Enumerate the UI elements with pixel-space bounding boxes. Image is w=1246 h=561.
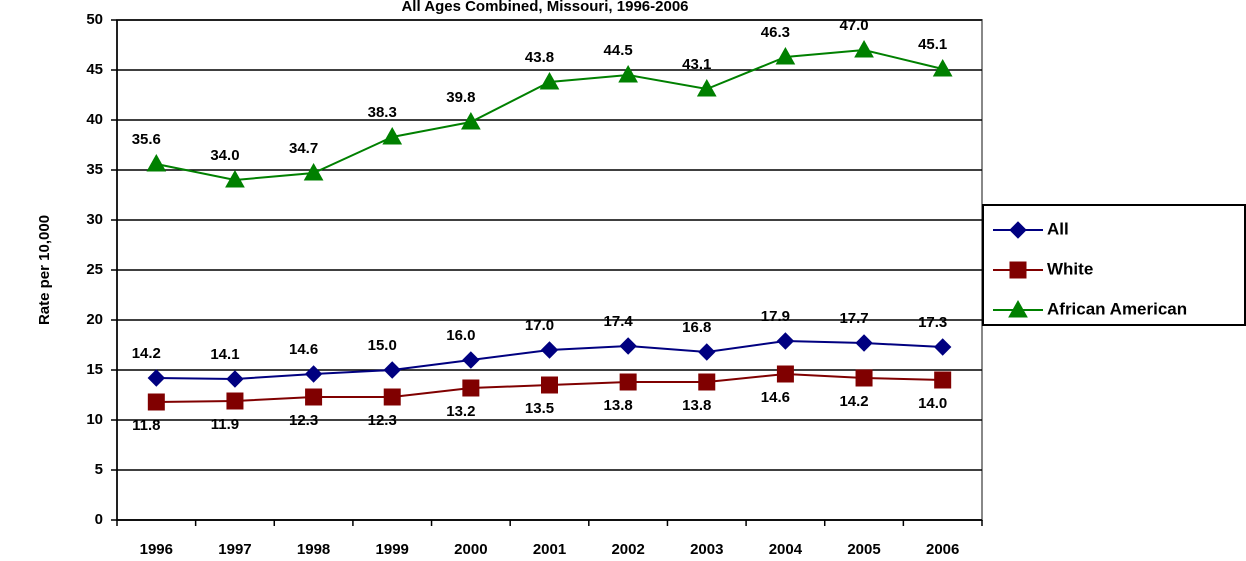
data-label: 16.0 <box>446 327 475 344</box>
x-tick-label: 2000 <box>454 541 487 558</box>
marker <box>382 126 403 145</box>
marker <box>933 338 952 356</box>
chart-title: All Ages Combined, Missouri, 1996-2006 <box>401 0 688 15</box>
data-label: 14.2 <box>132 345 161 362</box>
marker <box>855 369 873 387</box>
data-label: 13.8 <box>604 397 633 414</box>
marker <box>1008 299 1028 318</box>
marker <box>539 71 560 90</box>
marker <box>303 162 324 181</box>
marker <box>776 332 795 350</box>
data-label: 14.1 <box>210 346 239 363</box>
marker <box>696 78 717 97</box>
y-tick-label: 0 <box>95 511 103 528</box>
y-tick-label: 35 <box>86 161 103 178</box>
marker <box>698 343 716 361</box>
data-label: 13.2 <box>446 403 475 420</box>
x-tick-label: 1998 <box>297 541 330 558</box>
data-label: 17.7 <box>839 310 868 327</box>
data-label: 17.0 <box>525 317 554 334</box>
y-tick-label: 10 <box>86 411 103 428</box>
data-label: 43.1 <box>682 56 711 73</box>
marker <box>1009 261 1027 279</box>
data-label: 16.8 <box>682 319 711 336</box>
marker <box>855 334 873 352</box>
legend-label: African American <box>1047 299 1187 318</box>
x-tick-label: 1999 <box>376 541 409 558</box>
y-tick-label: 15 <box>86 361 103 378</box>
data-label: 12.3 <box>368 412 397 429</box>
data-label: 38.3 <box>368 104 397 121</box>
data-label: 14.6 <box>761 389 790 406</box>
marker <box>619 337 637 355</box>
marker <box>932 58 953 77</box>
marker <box>226 392 244 410</box>
data-label: 34.0 <box>210 147 239 164</box>
legend <box>982 204 1246 326</box>
marker <box>934 371 952 389</box>
marker <box>225 169 245 188</box>
data-label: 45.1 <box>918 36 947 53</box>
data-label: 34.7 <box>289 140 318 157</box>
data-label: 46.3 <box>761 24 790 41</box>
marker <box>147 393 165 411</box>
data-label: 13.5 <box>525 400 554 417</box>
data-label: 35.6 <box>132 131 161 148</box>
x-tick-label: 2002 <box>611 541 644 558</box>
marker <box>383 361 401 379</box>
y-tick-label: 30 <box>86 211 103 228</box>
data-label: 17.3 <box>918 314 947 331</box>
data-label: 14.2 <box>839 393 868 410</box>
data-label: 17.9 <box>761 308 790 325</box>
marker <box>854 39 874 58</box>
y-axis-label: Rate per 10,000 <box>36 215 53 325</box>
x-tick-label: 2001 <box>533 541 566 558</box>
marker <box>619 373 637 391</box>
data-label: 14.6 <box>289 341 318 358</box>
x-tick-label: 2005 <box>847 541 880 558</box>
marker <box>462 379 480 397</box>
marker <box>383 388 401 406</box>
marker <box>541 376 558 394</box>
marker <box>618 64 638 83</box>
marker <box>304 365 323 383</box>
marker <box>775 46 796 65</box>
data-label: 43.8 <box>525 49 554 66</box>
data-label: 15.0 <box>368 337 397 354</box>
data-label: 12.3 <box>289 412 318 429</box>
data-label: 47.0 <box>839 17 868 34</box>
y-tick-label: 40 <box>86 111 103 128</box>
data-label: 13.8 <box>682 397 711 414</box>
data-label: 11.8 <box>132 417 160 434</box>
x-tick-label: 2003 <box>690 541 723 558</box>
marker <box>147 369 166 387</box>
legend-label: All <box>1047 219 1069 238</box>
marker <box>776 365 794 383</box>
x-tick-label: 2004 <box>769 541 803 558</box>
data-label: 39.8 <box>446 89 475 106</box>
marker <box>461 111 481 130</box>
data-label: 14.0 <box>918 395 947 412</box>
data-label: 44.5 <box>604 42 633 59</box>
marker <box>540 341 559 359</box>
marker <box>462 351 480 369</box>
x-tick-label: 1996 <box>140 541 173 558</box>
marker <box>1009 221 1027 239</box>
y-tick-label: 5 <box>95 461 103 478</box>
y-tick-label: 25 <box>86 261 103 278</box>
data-label: 17.4 <box>604 313 634 330</box>
legend-label: White <box>1047 259 1093 278</box>
x-tick-label: 2006 <box>926 541 959 558</box>
x-tick-label: 1997 <box>218 541 251 558</box>
marker <box>226 370 244 388</box>
y-tick-label: 50 <box>86 11 103 28</box>
marker <box>698 373 716 391</box>
marker <box>146 153 167 172</box>
marker <box>305 388 323 406</box>
y-tick-label: 20 <box>86 311 103 328</box>
data-label: 11.9 <box>211 416 239 433</box>
y-tick-label: 45 <box>86 61 103 78</box>
